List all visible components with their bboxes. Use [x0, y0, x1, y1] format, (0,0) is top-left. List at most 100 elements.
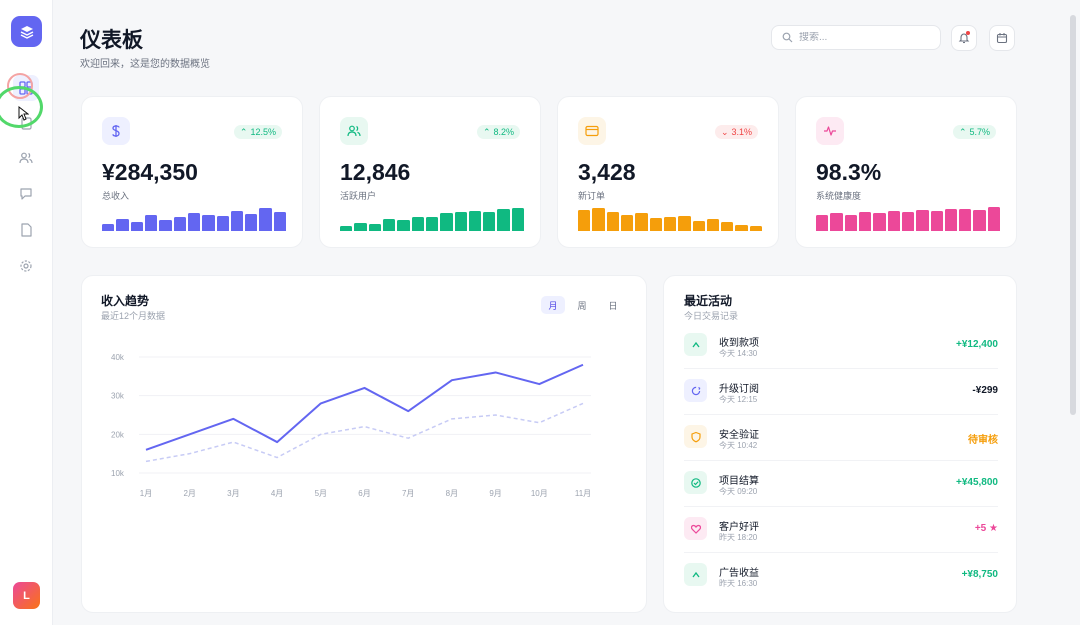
- activity-time: 今天 14:30: [719, 349, 758, 358]
- sparkline-bar: [706, 219, 720, 231]
- file-icon: [20, 223, 32, 237]
- app-logo[interactable]: [11, 16, 42, 47]
- divider: [684, 552, 998, 553]
- sparkline-bar: [368, 223, 381, 231]
- stat-card-revenue[interactable]: ⌃ 12.5% ¥284,350 总收入: [81, 96, 303, 248]
- activity-time: 今天 09:20: [719, 487, 758, 496]
- activity-icon-box: [684, 517, 707, 540]
- page-scrollbar[interactable]: [1070, 15, 1076, 415]
- stat-label: 系统健康度: [816, 191, 862, 201]
- sparkline-bar: [440, 213, 453, 231]
- activity-item[interactable]: 客户好评 昨天 18:20 +5 ★: [684, 511, 998, 553]
- tab-week[interactable]: 周: [577, 300, 587, 311]
- activity-item[interactable]: 收到款项 今天 14:30 +¥12,400: [684, 327, 998, 369]
- sparkline-bar: [901, 211, 915, 231]
- refresh-icon: [691, 386, 700, 395]
- sidebar-item-messages[interactable]: [13, 181, 39, 207]
- sparkline-bar: [230, 210, 244, 231]
- activity-icon-box: [684, 333, 707, 356]
- sparkline-bar: [649, 218, 662, 231]
- divider: [684, 460, 998, 461]
- search-input[interactable]: [799, 32, 929, 43]
- trend-up-icon: ⌃: [239, 126, 248, 137]
- sparkline-bar: [663, 216, 677, 231]
- sparkline-bar: [635, 212, 648, 231]
- x-tick-label: 3月: [227, 489, 239, 498]
- search-icon: [782, 32, 793, 43]
- sparkline-bar: [511, 207, 525, 231]
- stat-label: 活跃用户: [340, 191, 377, 201]
- trend-up-icon: ⌃: [482, 126, 491, 137]
- activity-time: 昨天 16:30: [719, 579, 758, 588]
- sparkline-bar: [116, 219, 129, 231]
- activity-amount: -¥299: [972, 385, 998, 396]
- sparkline-bar: [397, 220, 410, 231]
- sparkline-bar: [987, 207, 1001, 231]
- activity-time: 昨天 18:20: [719, 533, 758, 542]
- change-badge: ⌄ 3.1%: [714, 125, 758, 139]
- x-tick-label: 11月: [575, 489, 591, 498]
- x-tick-label: 7月: [402, 489, 414, 498]
- sidebar-item-files[interactable]: [13, 217, 39, 243]
- activity-title: 升级订阅: [719, 384, 759, 395]
- x-tick-label: 2月: [183, 489, 195, 498]
- stat-card-health[interactable]: ⌃ 5.7% 98.3% 系统健康度: [795, 96, 1017, 248]
- card-icon-box: [578, 117, 606, 145]
- activity-amount: 待审核: [968, 435, 998, 446]
- chart-subtitle: 最近12个月数据: [101, 311, 166, 321]
- sparkline-bar: [382, 219, 396, 231]
- divider: [684, 506, 998, 507]
- activity-time: 今天 12:15: [719, 395, 758, 404]
- sidebar-item-settings[interactable]: [13, 253, 39, 279]
- activity-icon-box: [684, 563, 707, 586]
- revenue-chart-card: [81, 275, 647, 613]
- chart-title: 收入趋势: [101, 294, 150, 308]
- x-tick-label: 9月: [489, 489, 501, 498]
- activity-item[interactable]: 升级订阅 今天 12:15 -¥299: [684, 373, 998, 415]
- pulse-icon: [824, 126, 836, 136]
- activity-title: 项目结算: [719, 476, 759, 487]
- sparkline-bar: [173, 216, 186, 231]
- activity-title: 客户好评: [719, 522, 759, 533]
- sparkline-bar: [411, 216, 424, 231]
- settings-icon: [20, 260, 32, 272]
- sparkline-bar: [873, 212, 886, 231]
- calendar-button[interactable]: [989, 25, 1015, 51]
- sparkline-bar: [130, 221, 143, 231]
- notifications-button[interactable]: [951, 25, 977, 51]
- activity-title: 最近活动: [684, 294, 733, 308]
- y-tick-label: 40k: [111, 353, 125, 362]
- activity-amount: +5 ★: [974, 523, 998, 534]
- stat-value: 3,428: [578, 159, 636, 185]
- sparkline: [340, 205, 525, 231]
- stat-card-users[interactable]: ⌃ 8.2% 12,846 活跃用户: [319, 96, 541, 248]
- sparkline-bar: [973, 209, 986, 231]
- sparkline-bar: [245, 213, 258, 231]
- page-subtitle: 欢迎回来，这是您的数据概览: [80, 59, 210, 70]
- sparkline-bar: [425, 217, 439, 231]
- sparkline-bar: [102, 223, 115, 231]
- activity-item[interactable]: 项目结算 今天 09:20 +¥45,800: [684, 465, 998, 507]
- sidebar-item-users[interactable]: [13, 145, 39, 171]
- sparkline-bar: [497, 208, 510, 231]
- user-avatar[interactable]: L: [13, 582, 40, 609]
- activity-item[interactable]: 安全验证 今天 10:42 待审核: [684, 419, 998, 461]
- sparkline-bar: [340, 225, 353, 231]
- users-icon: [347, 125, 361, 137]
- sparkline-bar: [354, 222, 367, 231]
- users-icon-box: [340, 117, 368, 145]
- heart-icon: [690, 524, 701, 534]
- mouse-cursor-icon: [18, 106, 29, 121]
- dollar-icon: [112, 125, 120, 137]
- x-tick-label: 6月: [358, 489, 370, 498]
- series-line-primary: [145, 363, 584, 451]
- activity-subtitle: 今日交易记录: [684, 311, 739, 321]
- tab-day[interactable]: 日: [608, 300, 618, 311]
- activity-item[interactable]: 广告收益 昨天 16:30 +¥8,750: [684, 557, 998, 599]
- search-box[interactable]: [771, 25, 941, 50]
- tab-month[interactable]: 月: [541, 296, 565, 314]
- pulse-icon-box: [816, 117, 844, 145]
- card-icon: [585, 125, 599, 137]
- stat-card-orders[interactable]: ⌄ 3.1% 3,428 新订单: [557, 96, 779, 248]
- sparkline-bar: [887, 211, 900, 231]
